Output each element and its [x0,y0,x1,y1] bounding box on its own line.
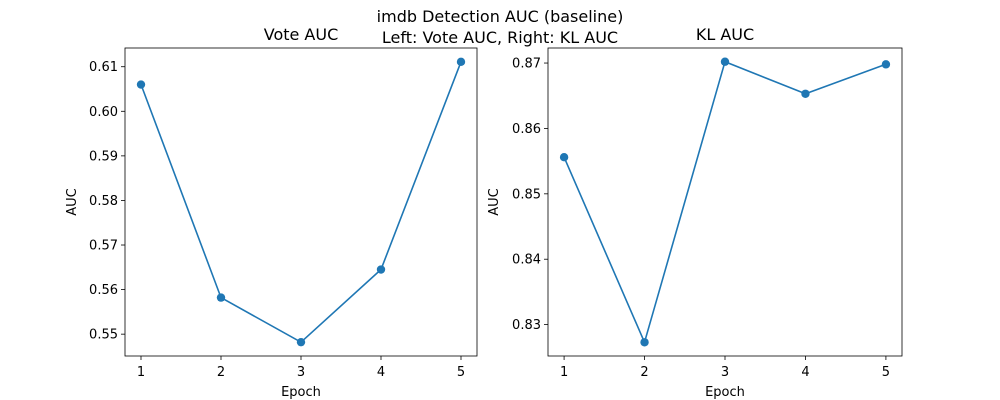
vote-auc-ytick-label: 0.61 [89,60,118,75]
kl-auc-ytick-label: 0.86 [512,122,541,137]
kl-auc-xtick-label: 4 [801,365,809,380]
kl-auc-xtick-label: 1 [560,365,568,380]
kl-auc-ytick-label: 0.87 [512,57,541,72]
vote-auc-ytick-label: 0.55 [89,328,118,343]
vote-auc-ytick-label: 0.60 [89,105,118,120]
vote-auc-xlabel: Epoch [281,385,321,400]
vote-auc-data-point [376,265,386,274]
kl-auc-data-point [881,60,891,69]
vote-auc-axes-frame [124,47,478,357]
vote-auc-data-point [456,57,466,67]
vote-auc-data-point [296,337,306,347]
kl-auc-plot: KL AUC 1 2 3 4 5 0.83 0.84 0.85 0.86 0.87 Epoch AUC [487,25,903,400]
figure-suptitle-line2: Left: Vote AUC, Right: KL AUC [382,28,618,47]
vote-auc-xtick-label: 2 [217,365,225,380]
kl-auc-axes-frame [547,47,903,357]
kl-auc-ytick-label: 0.84 [512,253,541,268]
kl-auc-data-point [720,57,730,66]
vote-auc-data-point [136,80,146,89]
kl-auc-data-point [559,153,569,162]
kl-auc-ylabel: AUC [487,188,502,216]
vote-auc-ytick-label: 0.59 [89,149,118,164]
vote-auc-plot: Vote AUC 1 2 3 4 5 0.55 0.56 0.57 0.58 0.59 0.60 0.6… [65,25,478,400]
vote-auc-series-line [140,61,462,344]
kl-auc-ytick-label: 0.85 [512,187,541,202]
kl-auc-ytick-label: 0.83 [512,318,541,333]
kl-auc-xtick-label: 2 [640,365,648,380]
vote-auc-xtick-label: 1 [137,365,145,380]
vote-auc-ylabel: AUC [65,188,80,216]
kl-auc-title: KL AUC [696,25,754,44]
kl-auc-xtick-label: 3 [721,365,729,380]
vote-auc-data-point [216,293,226,302]
vote-auc-ytick-label: 0.56 [89,283,118,298]
figure-suptitle-line1: imdb Detection AUC (baseline) [377,7,624,26]
vote-auc-title: Vote AUC [264,25,339,44]
kl-auc-xlabel: Epoch [705,385,745,400]
kl-auc-data-point [801,89,810,98]
vote-auc-xtick-label: 4 [377,365,385,380]
vote-auc-ytick-label: 0.57 [89,239,118,254]
vote-auc-xtick-label: 5 [457,365,465,380]
vote-auc-xtick-label: 3 [297,365,305,380]
kl-auc-xtick-label: 5 [882,365,890,380]
vote-auc-ytick-label: 0.58 [89,194,118,209]
kl-auc-series-line [563,60,887,345]
kl-auc-data-point [640,338,649,347]
